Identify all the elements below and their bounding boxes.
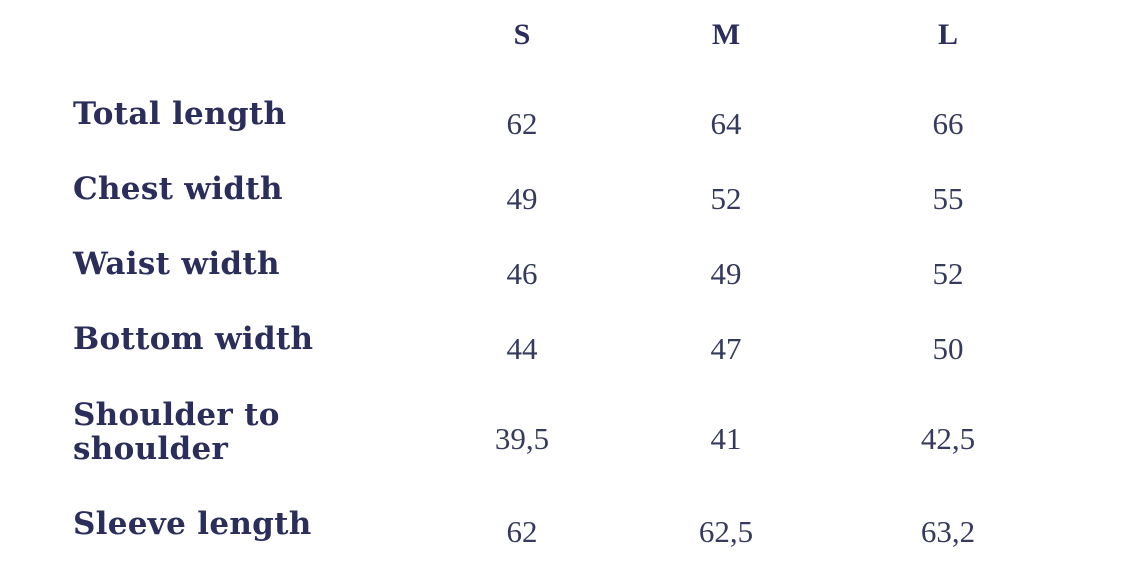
cell-value: 46: [506, 256, 538, 291]
cell-value: 52: [710, 181, 742, 216]
cell-value: 42,5: [920, 421, 976, 456]
column-header-l: L: [937, 18, 958, 51]
column-header-s: S: [513, 18, 531, 51]
row-label: Shoulder to shoulder: [73, 397, 280, 467]
row-label: Bottom width: [73, 321, 314, 357]
cell-value: 44: [506, 331, 538, 366]
cell-value: 63,2: [920, 514, 976, 549]
row-label: Sleeve length: [73, 506, 312, 542]
row-label: Waist width: [73, 246, 280, 282]
row-label: Chest width: [73, 171, 283, 207]
cell-value: 62: [506, 514, 538, 549]
cell-value: 49: [506, 181, 538, 216]
cell-value: 50: [932, 331, 964, 366]
cell-value: 64: [710, 106, 742, 141]
cell-value: 41: [710, 421, 742, 456]
cell-value: 49: [710, 256, 742, 291]
cell-value: 66: [932, 106, 964, 141]
cell-value: 47: [710, 331, 742, 366]
row-label: Total length: [73, 96, 287, 132]
cell-value: 62: [506, 106, 538, 141]
cell-value: 62,5: [698, 514, 754, 549]
cell-value: 39,5: [494, 421, 550, 456]
cell-value: 55: [932, 181, 964, 216]
cell-value: 52: [932, 256, 964, 291]
column-header-m: M: [711, 18, 741, 51]
